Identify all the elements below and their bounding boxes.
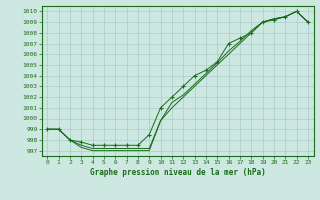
X-axis label: Graphe pression niveau de la mer (hPa): Graphe pression niveau de la mer (hPa): [90, 168, 266, 177]
